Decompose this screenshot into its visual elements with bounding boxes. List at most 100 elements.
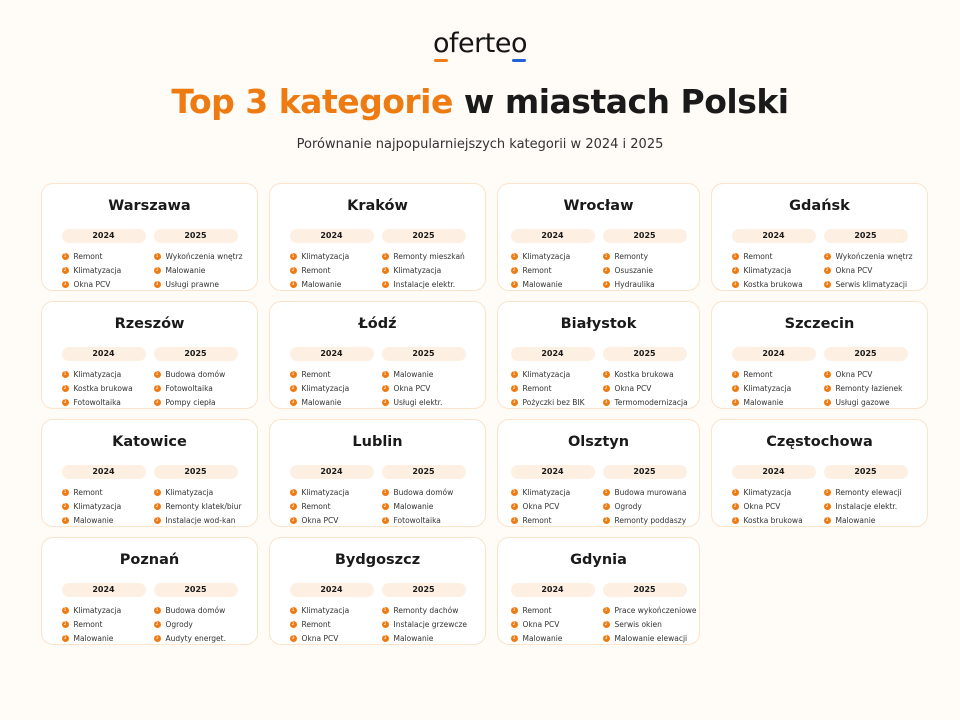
category-item: 3 Malowanie bbox=[731, 395, 816, 409]
city-name: Szczecin bbox=[784, 316, 855, 332]
rank-badge-icon: 1 bbox=[61, 488, 69, 496]
year-pill: 2025 bbox=[602, 347, 687, 361]
category-label: Fotowoltaika bbox=[165, 383, 213, 393]
year-column: 2025 1 Okna PCV 2 Remonty łazienek 3 Usługi ga… bbox=[823, 347, 908, 409]
rank-badge-icon: 3 bbox=[602, 634, 610, 642]
category-item: 2 Instalacje grzewcze bbox=[381, 617, 467, 631]
category-item: 1 Klimatyzacja bbox=[510, 485, 595, 499]
category-item: 3 Malowanie bbox=[823, 513, 908, 527]
rank-badge-icon: 3 bbox=[823, 398, 831, 406]
city-card: Poznań 2024 1 Klimatyzacja 2 Remont 3 Malowanie… bbox=[41, 537, 258, 645]
rank-badge-icon: 1 bbox=[602, 606, 610, 614]
rank-badge-icon: 2 bbox=[61, 502, 69, 510]
city-name: Warszawa bbox=[108, 198, 191, 214]
rank-badge-icon: 2 bbox=[61, 620, 69, 628]
rank-badge-icon: 1 bbox=[381, 370, 389, 378]
year-pill: 2025 bbox=[153, 229, 238, 243]
category-label: Osuszanie bbox=[614, 265, 653, 275]
category-item: 3 Instalacje wod-kan bbox=[153, 513, 238, 527]
rank-badge-icon: 2 bbox=[602, 384, 610, 392]
category-label: Usługi prawne bbox=[165, 279, 219, 289]
city-card: Częstochowa 2024 1 Klimatyzacja 2 Okna PCV 3 Ko… bbox=[711, 419, 928, 527]
category-item: 1 Klimatyzacja bbox=[61, 367, 146, 381]
category-label: Klimatyzacja bbox=[522, 251, 571, 261]
city-card: Białystok 2024 1 Klimatyzacja 2 Remont 3 Pożycz… bbox=[497, 301, 700, 409]
category-label: Instalacje wod-kan bbox=[165, 515, 236, 525]
city-name: Kraków bbox=[347, 198, 408, 214]
category-item: 2 Klimatyzacja bbox=[731, 381, 816, 395]
category-label: Malowanie bbox=[165, 265, 206, 275]
category-item: 1 Klimatyzacja bbox=[289, 249, 374, 263]
category-item: 2 Remont bbox=[289, 263, 374, 277]
year-column: 2024 1 Klimatyzacja 2 Remont 3 Okna PCV bbox=[289, 465, 374, 527]
category-label: Malowanie bbox=[743, 397, 784, 407]
rank-badge-icon: 1 bbox=[153, 370, 161, 378]
category-label: Klimatyzacja bbox=[301, 383, 350, 393]
category-item: 2 Okna PCV bbox=[510, 617, 595, 631]
year-column: 2024 1 Klimatyzacja 2 Remont 3 Malowanie bbox=[61, 583, 146, 645]
category-item: 2 Instalacje elektr. bbox=[823, 499, 908, 513]
category-item: 2 Ogrody bbox=[602, 499, 687, 513]
category-item: 3 Pożyczki bez BIK bbox=[510, 395, 595, 409]
category-label: Okna PCV bbox=[614, 383, 652, 393]
city-card: Lublin 2024 1 Klimatyzacja 2 Remont 3 Okna PCV 2… bbox=[269, 419, 486, 527]
category-item: 2 Klimatyzacja bbox=[381, 263, 466, 277]
rank-badge-icon: 2 bbox=[510, 502, 518, 510]
category-item: 3 Malowanie elewacji bbox=[602, 631, 687, 645]
category-label: Ogrody bbox=[165, 619, 193, 629]
category-item: 3 Okna PCV bbox=[289, 513, 374, 527]
rank-badge-icon: 1 bbox=[510, 606, 518, 614]
year-pill: 2025 bbox=[153, 583, 238, 597]
rank-badge-icon: 2 bbox=[731, 384, 739, 392]
rank-badge-icon: 3 bbox=[510, 516, 518, 524]
category-item: 2 Okna PCV bbox=[381, 381, 466, 395]
rank-badge-icon: 1 bbox=[510, 370, 518, 378]
category-item: 1 Wykończenia wnętrz bbox=[153, 249, 243, 263]
category-label: Malowanie bbox=[522, 279, 563, 289]
year-column: 2025 1 Remonty 2 Osuszanie 3 Hydraulika bbox=[602, 229, 687, 291]
rank-badge-icon: 3 bbox=[731, 280, 739, 288]
year-column: 2024 1 Klimatyzacja 2 Okna PCV 3 Kostka brukow… bbox=[731, 465, 816, 527]
rank-badge-icon: 3 bbox=[289, 280, 297, 288]
category-item: 3 Okna PCV bbox=[289, 631, 374, 645]
year-column: 2024 1 Remont 2 Klimatyzacja 3 Kostka brukowa bbox=[731, 229, 816, 291]
page-title: Top 3 kategorie w miastach Polski bbox=[0, 82, 960, 121]
category-item: 1 Remont bbox=[289, 367, 374, 381]
year-pill: 2025 bbox=[153, 465, 238, 479]
city-card: Bydgoszcz 2024 1 Klimatyzacja 2 Remont 3 Okna P… bbox=[269, 537, 486, 645]
category-label: Malowanie bbox=[393, 633, 434, 643]
category-label: Termomodernizacja bbox=[614, 397, 688, 407]
city-card: Kraków 2024 1 Klimatyzacja 2 Remont 3 Malowanie… bbox=[269, 183, 486, 291]
rank-badge-icon: 1 bbox=[289, 488, 297, 496]
city-card: Rzeszów 2024 1 Klimatyzacja 2 Kostka brukowa 3… bbox=[41, 301, 258, 409]
rank-badge-icon: 3 bbox=[381, 516, 389, 524]
category-label: Okna PCV bbox=[743, 501, 781, 511]
city-grid: Warszawa 2024 1 Remont 2 Klimatyzacja 3 Okna PC… bbox=[41, 183, 928, 645]
rank-badge-icon: 2 bbox=[823, 384, 831, 392]
year-pill: 2024 bbox=[289, 229, 374, 243]
year-column: 2024 1 Klimatyzacja 2 Okna PCV 3 Remont bbox=[510, 465, 595, 527]
rank-badge-icon: 2 bbox=[153, 266, 161, 274]
year-column: 2024 1 Remont 2 Klimatyzacja 3 Okna PCV bbox=[61, 229, 146, 291]
category-label: Kostka brukowa bbox=[614, 369, 674, 379]
category-item: 3 Kostka brukowa bbox=[731, 277, 816, 291]
category-label: Klimatyzacja bbox=[301, 251, 350, 261]
rank-badge-icon: 3 bbox=[381, 280, 389, 288]
category-item: 1 Malowanie bbox=[381, 367, 466, 381]
category-label: Klimatyzacja bbox=[73, 501, 122, 511]
category-label: Remonty klatek/biur bbox=[165, 501, 242, 511]
category-label: Okna PCV bbox=[835, 265, 873, 275]
rank-badge-icon: 2 bbox=[153, 620, 161, 628]
category-item: 3 Termomodernizacja bbox=[602, 395, 688, 409]
city-card: Warszawa 2024 1 Remont 2 Klimatyzacja 3 Okna PC… bbox=[41, 183, 258, 291]
rank-badge-icon: 2 bbox=[153, 384, 161, 392]
rank-badge-icon: 3 bbox=[731, 516, 739, 524]
city-name: Wrocław bbox=[563, 198, 634, 214]
year-column: 2025 1 Prace wykończeniowe 2 Serwis okien 3 Ma… bbox=[602, 583, 697, 645]
year-column: 2025 1 Remonty elewacji 2 Instalacje elektr.… bbox=[823, 465, 908, 527]
rank-badge-icon: 3 bbox=[289, 516, 297, 524]
category-label: Remont bbox=[73, 487, 103, 497]
category-label: Budowa domów bbox=[165, 369, 226, 379]
year-pill: 2024 bbox=[289, 583, 374, 597]
rank-badge-icon: 3 bbox=[61, 516, 69, 524]
